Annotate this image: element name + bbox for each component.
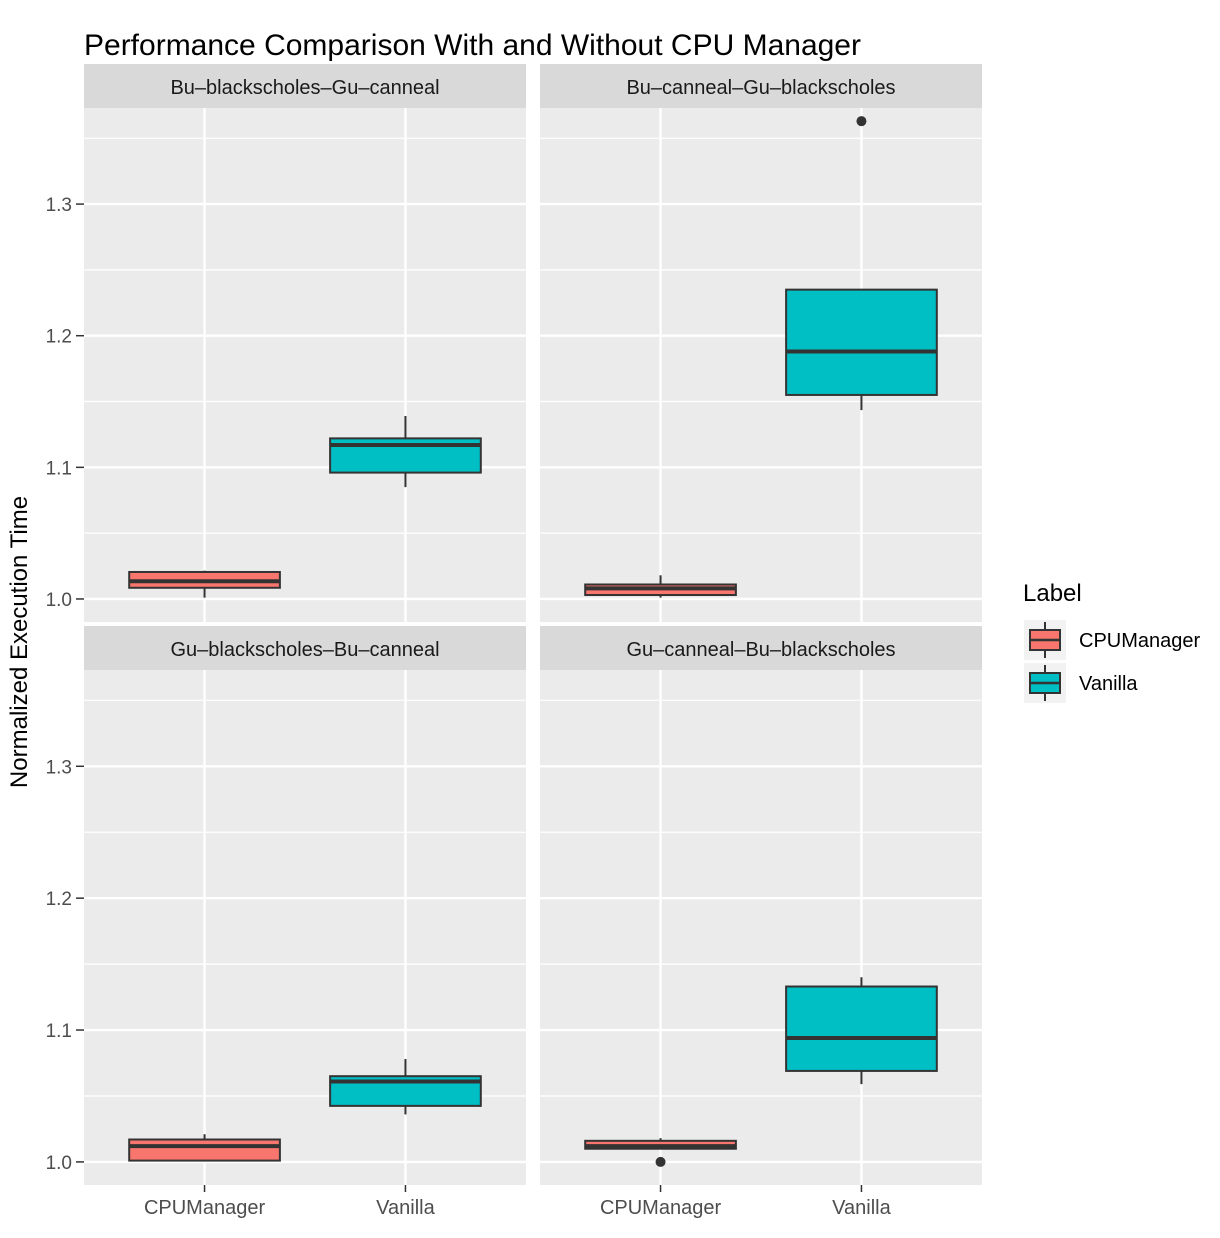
chart-title: Performance Comparison With and Without … <box>84 29 861 62</box>
box-iqr <box>785 288 938 396</box>
y-tick-label: 1.2 <box>46 327 72 348</box>
y-tick-label: 1.3 <box>46 195 72 216</box>
box-cpumanager <box>584 1138 737 1167</box>
panel-background <box>540 670 982 1185</box>
x-tick-label: Vanilla <box>832 1197 891 1219</box>
facet-panel: Gu–blackscholes–Bu–canneal 1.0 1.1 1.2 1.3 CP… <box>46 626 526 1219</box>
x-tick-label: CPUManager <box>144 1197 266 1219</box>
y-tick-label: 1.1 <box>46 458 72 479</box>
box-iqr <box>785 985 938 1072</box>
facet-strip <box>84 626 526 670</box>
facet-strip <box>540 626 982 670</box>
facet-strip-label: Bu–blackscholes–Gu–canneal <box>170 77 439 99</box>
y-tick-label: 1.0 <box>46 1153 72 1174</box>
box-cpumanager <box>584 575 737 598</box>
box-vanilla <box>329 1059 482 1115</box>
legend-key-cpumanager: CPUManager <box>1024 620 1201 660</box>
legend-title: Label <box>1023 580 1082 607</box>
facet-strip-label: Gu–canneal–Bu–blackscholes <box>626 639 895 661</box>
box-cpumanager <box>128 1134 281 1162</box>
box-vanilla <box>785 116 938 411</box>
y-tick-label: 1.2 <box>46 889 72 910</box>
box-vanilla <box>785 977 938 1085</box>
facet-strip <box>540 64 982 108</box>
y-tick-label: 1.3 <box>46 757 72 778</box>
legend-label: CPUManager <box>1079 630 1201 652</box>
facet-strip <box>84 64 526 108</box>
panel-background <box>84 670 526 1185</box>
x-tick-label: CPUManager <box>600 1197 722 1219</box>
outlier-point <box>856 116 867 127</box>
facet-panel: Bu–blackscholes–Gu–canneal 1.0 1.1 1.2 1.3 <box>46 64 526 622</box>
facet-panel: Bu–canneal–Gu–blackscholes <box>540 64 982 622</box>
facet-panel: Gu–canneal–Bu–blackscholes CPUManager Vani… <box>540 626 982 1219</box>
y-axis-title: Normalized Execution Time <box>6 496 33 788</box>
legend-label: Vanilla <box>1079 673 1138 695</box>
box-cpumanager <box>128 570 281 598</box>
y-tick-label: 1.1 <box>46 1021 72 1042</box>
panel-background <box>84 108 526 622</box>
box-vanilla <box>329 416 482 488</box>
box-iqr <box>128 1138 281 1162</box>
facet-strip-label: Bu–canneal–Gu–blackscholes <box>626 77 895 99</box>
x-tick-label: Vanilla <box>376 1197 435 1219</box>
legend: Label CPUManager Vanilla <box>1023 580 1201 703</box>
y-tick-label: 1.0 <box>46 590 72 611</box>
outlier-point <box>655 1156 666 1167</box>
legend-key-vanilla: Vanilla <box>1024 663 1138 703</box>
facet-strip-label: Gu–blackscholes–Bu–canneal <box>170 639 439 661</box>
